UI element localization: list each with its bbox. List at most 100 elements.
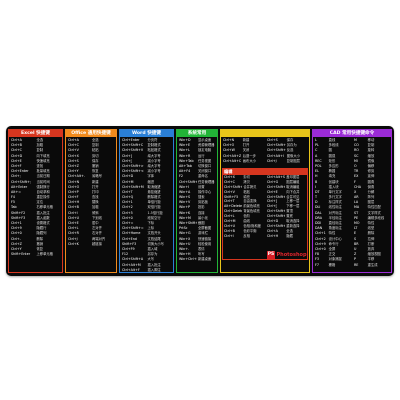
shortcut-action: 复制格式 (147, 143, 161, 148)
system-shortcut-list: Win+D 显示桌面 Win+E 资源管理器 Win+L 锁定电脑 Win+R 运行 Win+T… (178, 138, 216, 271)
shortcut-action: 拉伸 (367, 236, 375, 241)
shortcut-row: Win+L 锁定电脑 (178, 148, 216, 153)
shortcut-key: Win+A (179, 189, 191, 194)
shortcut-key: Ctrl+Shift+< (122, 169, 144, 174)
shortcut-row: Ctrl+D 字体 (121, 174, 172, 179)
shortcut-row: Ctrl+Alt+C 画布大小 Ctrl+J 复制图层 (222, 159, 308, 164)
shortcut-row: D 标注样式 LA 图层 (314, 200, 390, 205)
shortcut-key: Win+L (179, 148, 190, 153)
shortcut-key: I (315, 184, 316, 189)
shortcut-action: 打印 (92, 189, 99, 194)
shortcut-action: 镜像 (367, 158, 375, 163)
shortcut-row: Win+Ctrl+D新建桌面 (178, 257, 216, 262)
shortcut-action: 右移单元格 (36, 205, 53, 210)
shortcut-row: REC 矩形 MI 镜像 (314, 159, 390, 164)
shortcut-key: Ctrl+U (224, 223, 236, 228)
shortcut-key: Ctrl+S (68, 158, 79, 163)
shortcut-key: Win+Ctrl+D (179, 257, 197, 262)
shortcut-action: 双倍行距 (147, 205, 161, 210)
shortcut-action: 标注样式 (328, 200, 342, 205)
shortcut-row: Ctrl+M 缩进 (121, 180, 172, 185)
shortcut-key: C (315, 148, 318, 153)
shortcut-key: RO (353, 148, 359, 153)
shortcut-key: Ctrl+H (68, 200, 80, 205)
shortcut-row: Ctrl+C 复制 (10, 148, 61, 153)
shortcut-action: 剪切 (243, 175, 250, 179)
shortcut-key: Ctrl+B (68, 205, 79, 210)
shortcut-key: Win+S (179, 195, 191, 200)
shortcut-row: F12 另存为 (121, 252, 172, 257)
shortcut-action: 表情 (198, 246, 205, 251)
shortcut-row: B 创建块 F 圆角 (314, 180, 390, 185)
shortcut-key: Alt+Enter (11, 184, 28, 189)
shortcut-key: BR (353, 241, 359, 246)
shortcut-row: Ctrl+C 拷贝 Ctrl+G 图层编组 (223, 180, 307, 185)
shortcut-key: Ctrl+Shift+Esc (179, 179, 197, 184)
shortcut-key: EX (353, 174, 359, 179)
shortcut-row: Ctrl+B 色彩平衡 Ctrl+A 全选 (223, 229, 307, 234)
shortcut-key: Ctrl+O (223, 143, 235, 148)
shortcut-action: 线型 (367, 226, 375, 231)
shortcut-action: 矩形 (328, 158, 336, 163)
shortcut-row: Ctrl+2 设计中心 S 拉伸 (314, 237, 390, 242)
shortcut-key: SC (353, 153, 359, 158)
shortcut-action: 合并可见 (286, 194, 300, 199)
shortcut-action: 减小字号 (147, 158, 161, 163)
shortcut-row: Win+X 快速链接 (178, 237, 216, 242)
shortcut-key: F5 (11, 200, 15, 205)
shortcut-key: Ctrl+F (11, 163, 22, 168)
shortcut-key: S (353, 236, 357, 241)
shortcut-action: 延伸 (367, 174, 375, 179)
shortcut-action: 下划线 (92, 215, 102, 220)
shortcut-action: 插入批注 (36, 210, 50, 215)
cad-panel: CAD 常用快捷键命令 L 直线 M 移动 PL 多段线 CO 复制 C 圆 RO 旋转 A 圆弧 SC 缩放 R… (312, 129, 392, 273)
shortcut-action: 椭圆 (328, 169, 336, 174)
shortcut-row: Ctrl+U 下划线 (67, 216, 115, 221)
shortcut-action: 倾斜 (92, 210, 99, 215)
shortcut-action: 上标 (147, 226, 155, 231)
shortcut-row: Win+U 轻松使用 (178, 242, 216, 247)
shortcut-key: Ctrl+Shift+A (122, 257, 144, 262)
shortcut-row: Win+K 连接 (178, 211, 216, 216)
shortcut-action: 恢复 (92, 169, 99, 174)
shortcut-action: 拷贝 (243, 179, 250, 184)
shortcut-action: 线性标注 (328, 205, 342, 210)
shortcut-row: L 直线 M 移动 (314, 138, 390, 143)
shortcut-key: Ctrl+A (266, 228, 278, 233)
shortcut-key: Ctrl+2 (122, 205, 133, 210)
shortcut-row: DLI 线性标注 MA 特性匹配 (314, 205, 390, 210)
shortcut-action: 右对齐 (92, 231, 102, 236)
excel-shortcut-list: Ctrl+A 全选 Ctrl+B 加粗 Ctrl+C 复制 Ctrl+D 向下填充 Ctrl+E… (10, 138, 61, 271)
shortcut-key: Ctrl+Alt+Shift+E (266, 175, 285, 179)
shortcut-key: Ctrl+5 (122, 210, 133, 215)
shortcut-row: Ctrl+Enter 批量填充 (10, 169, 61, 174)
shortcut-key: Ctrl+0 (11, 231, 22, 236)
shortcut-action: 超链接 (92, 241, 102, 246)
shortcut-action: 投影 (198, 205, 205, 210)
shortcut-key: Ctrl+9 (11, 226, 22, 231)
shortcut-action: 设计中心 (328, 236, 342, 241)
cad-panel-title: CAD 常用快捷键命令 (313, 130, 391, 137)
shortcut-key: Ctrl+T (224, 199, 235, 204)
shortcut-key: Ctrl+Shift+; (11, 179, 31, 184)
shortcut-action: 粘贴 (243, 189, 250, 194)
shortcut-row: Ctrl+B 加粗 (10, 143, 61, 148)
shortcut-key: Win+D (179, 138, 191, 142)
shortcut-key: DT (315, 189, 320, 194)
shortcut-action: 填充 (243, 194, 250, 199)
shortcut-key: Win+Shift+S (179, 221, 197, 225)
shortcut-action: 插入批注 (147, 262, 161, 267)
shortcut-key: Ctrl+B (224, 228, 235, 233)
shortcut-row: Ctrl+] 增大字号 (121, 154, 172, 159)
shortcut-row: Ctrl+F 查找 (10, 164, 61, 169)
shortcut-row: Ctrl+Alt+. 省略号 (67, 174, 115, 179)
shortcut-action: 增大字号 (147, 163, 161, 168)
shortcut-action: 打开 (242, 143, 250, 148)
shortcut-action: 倒角 (367, 184, 375, 189)
shortcut-action: 自动求和 (36, 189, 50, 194)
shortcut-key: Ctrl+P (68, 189, 79, 194)
ps-edit-subpanel-title: 编辑 (223, 169, 307, 175)
shortcut-key: Ctrl+= (122, 221, 134, 225)
shortcut-action: 插入块 (328, 184, 339, 189)
shortcut-key: Ctrl+V (68, 148, 79, 153)
